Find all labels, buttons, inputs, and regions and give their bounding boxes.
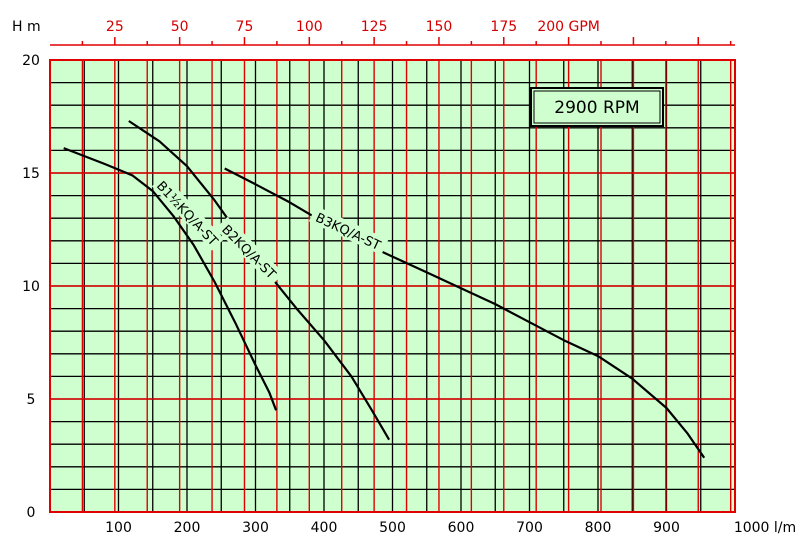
rpm-label: 2900 RPM: [554, 98, 639, 118]
x2-tick-label: 125: [361, 19, 388, 35]
y-tick-label: 10: [22, 279, 40, 295]
x2-tick-label: 25: [106, 19, 124, 35]
axes: 25 50 75 100 125 150 175 200 GPM H m 0 5 10 15 20 100 2…: [12, 19, 796, 536]
x-tick-label: 500: [379, 520, 406, 536]
y-tick-label: 15: [22, 166, 40, 182]
x-tick-label: 200: [174, 520, 201, 536]
x-tick-label: 900: [653, 520, 680, 536]
series-label-bg: [151, 174, 225, 251]
x2-tick-label: 175: [490, 19, 517, 35]
x-tick-label: 600: [448, 520, 475, 536]
x-tick-label: 400: [311, 520, 338, 536]
x-tick-label: 700: [516, 520, 543, 536]
x-tick-label: 1000 l/m: [734, 520, 796, 536]
x2-tick-label: 200 GPM: [537, 19, 600, 35]
x-tick-label: 100: [105, 520, 132, 536]
x-tick-label: 300: [242, 520, 269, 536]
series-line: [63, 147, 278, 411]
series-label-bg: [308, 205, 389, 256]
grid: [50, 60, 735, 512]
x2-tick-label: 50: [171, 19, 189, 35]
y-tick-label: 5: [27, 392, 36, 408]
x-tick-label: 800: [585, 520, 612, 536]
rpm-box-inner: [533, 90, 661, 124]
x2-tick-label: 100: [296, 19, 323, 35]
x2-tick-label: 150: [426, 19, 453, 35]
x2-tick-label: 75: [236, 19, 254, 35]
y-axis-label: H m: [12, 19, 41, 35]
rpm-box: [530, 87, 664, 127]
y-tick-label: 20: [22, 53, 40, 69]
series-line: [224, 167, 706, 459]
y-tick-label: 0: [27, 505, 36, 521]
rpm-annotation: 2900 RPM: [530, 87, 664, 127]
series-label-bg: [215, 216, 284, 286]
plot-frame: [49, 59, 736, 513]
